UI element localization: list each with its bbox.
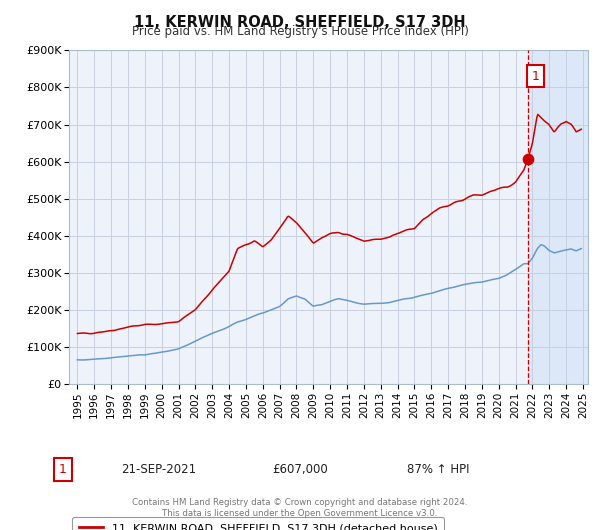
Legend: 11, KERWIN ROAD, SHEFFIELD, S17 3DH (detached house), HPI: Average price, detach: 11, KERWIN ROAD, SHEFFIELD, S17 3DH (det… (72, 517, 445, 530)
Text: £607,000: £607,000 (272, 463, 328, 475)
Bar (527, 50, 588, 384)
Text: 21-SEP-2021: 21-SEP-2021 (121, 463, 197, 475)
Text: Contains HM Land Registry data © Crown copyright and database right 2024.
This d: Contains HM Land Registry data © Crown c… (132, 498, 468, 518)
Text: 1: 1 (532, 70, 540, 83)
Point (523, 155, 532, 163)
Text: 11, KERWIN ROAD, SHEFFIELD, S17 3DH: 11, KERWIN ROAD, SHEFFIELD, S17 3DH (134, 15, 466, 30)
Text: 87% ↑ HPI: 87% ↑ HPI (407, 463, 469, 475)
Text: 1: 1 (59, 463, 67, 475)
Text: Price paid vs. HM Land Registry's House Price Index (HPI): Price paid vs. HM Land Registry's House … (131, 25, 469, 39)
